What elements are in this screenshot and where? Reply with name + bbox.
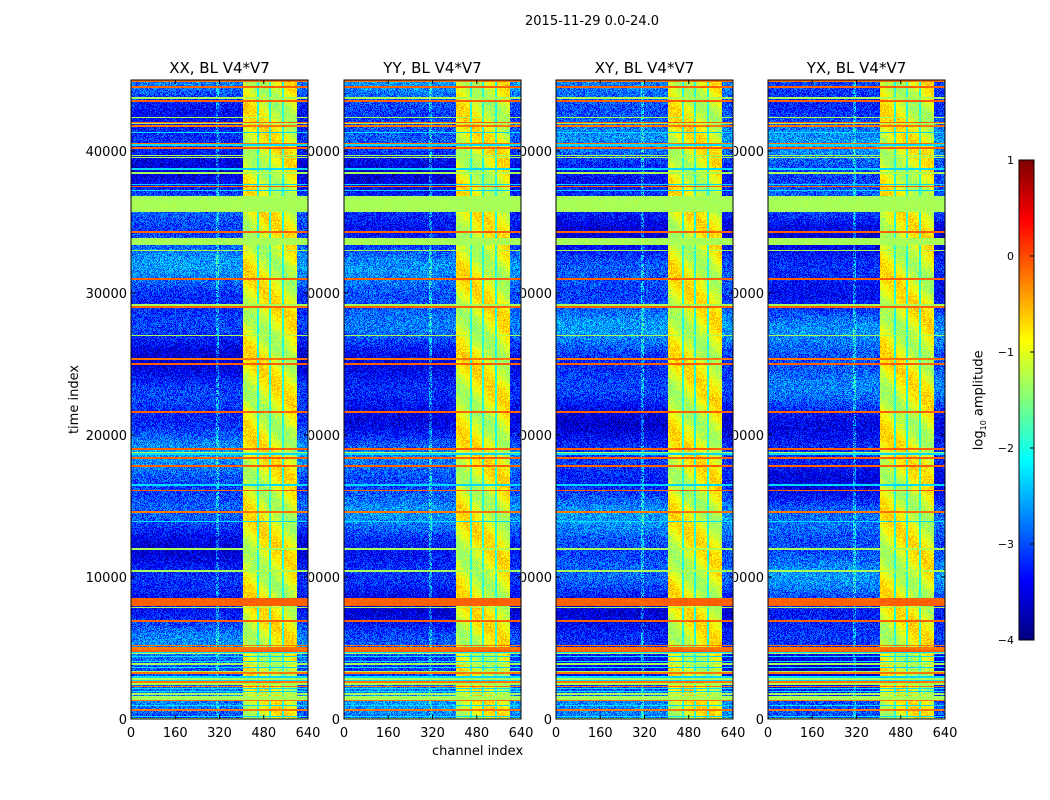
y-tick-label: 30000 [723,287,764,302]
y-tick-label: 40000 [723,145,764,160]
colorbar-frame [1018,159,1035,641]
y-tick-label: 0 [332,713,340,728]
y-tick-label: 40000 [511,145,552,160]
x-tick-label: 0 [552,726,560,741]
x-tick-label: 320 [844,726,869,741]
y-tick-label: 10000 [299,571,340,586]
heatmap-xx [131,80,308,719]
x-tick-label: 320 [632,726,657,741]
axes-frame [130,79,309,720]
panel-title: YY, BL V4*V7 [382,59,481,77]
colorbar-tick-label: −2 [998,442,1014,455]
colorbar-label-log: log [971,430,987,451]
y-tick-label: 20000 [299,429,340,444]
colorbar-label: log10 amplitude [972,350,989,450]
y-tick-label: 10000 [511,571,552,586]
panel-title: XX, BL V4*V7 [169,59,270,77]
axes-frame [767,79,946,720]
axes-frame [555,79,734,720]
colorbar-label-sub: 10 [979,420,989,431]
panel-title: YX, BL V4*V7 [806,59,907,77]
x-tick-label: 640 [933,726,958,741]
x-tick-label: 640 [721,726,746,741]
colorbar-label-rest: amplitude [971,350,987,421]
colorbar-tick-label: −4 [998,634,1014,647]
colorbar-tick-label: −3 [998,538,1014,551]
x-axis-label: channel index [432,744,524,759]
x-tick-label: 480 [464,726,489,741]
x-tick-label: 160 [163,726,188,741]
heatmap-yx [768,80,945,719]
y-tick-label: 40000 [299,145,340,160]
colorbar [1019,160,1034,640]
y-axis-label: time index [67,364,83,435]
x-tick-label: 480 [251,726,276,741]
y-tick-label: 0 [544,713,552,728]
x-tick-label: 0 [340,726,348,741]
x-tick-label: 640 [509,726,534,741]
y-tick-label: 40000 [86,145,127,160]
x-tick-label: 160 [376,726,401,741]
colorbar-tick-label: −1 [998,346,1014,359]
x-tick-label: 640 [296,726,321,741]
y-tick-label: 30000 [299,287,340,302]
heatmap-yy [344,80,521,719]
y-tick-label: 0 [756,713,764,728]
y-tick-label: 10000 [86,571,127,586]
y-tick-label: 0 [119,713,127,728]
x-tick-label: 480 [676,726,701,741]
x-tick-label: 480 [888,726,913,741]
y-tick-label: 20000 [511,429,552,444]
y-tick-label: 20000 [723,429,764,444]
colorbar-tick-label: 1 [1007,154,1014,167]
panel-title: XY, BL V4*V7 [595,59,695,77]
suptitle: 2015-11-29 0.0-24.0 [525,14,659,29]
x-tick-label: 0 [127,726,135,741]
colorbar-tick-label: 0 [1007,250,1014,263]
y-tick-label: 10000 [723,571,764,586]
x-tick-label: 160 [800,726,825,741]
y-tick-label: 30000 [511,287,552,302]
axes-frame [343,79,522,720]
y-tick-label: 30000 [86,287,127,302]
y-tick-label: 20000 [86,429,127,444]
x-tick-label: 320 [420,726,445,741]
x-tick-label: 320 [207,726,232,741]
heatmap-xy [556,80,733,719]
x-tick-label: 160 [588,726,613,741]
x-tick-label: 0 [764,726,772,741]
